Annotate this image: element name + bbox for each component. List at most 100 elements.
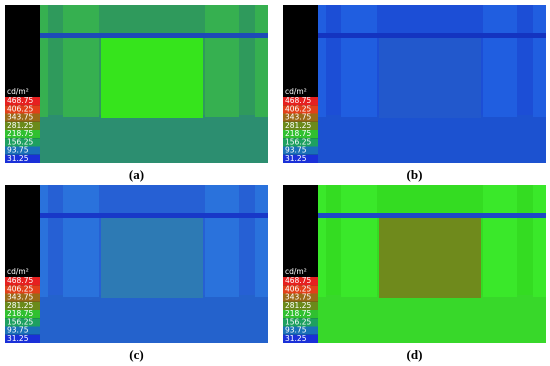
beam bbox=[318, 33, 546, 38]
panel: cd/m²468.75406.25343.75281.25218.75156.2… bbox=[283, 5, 546, 163]
legend-swatch bbox=[5, 121, 40, 130]
beam bbox=[40, 33, 268, 38]
legend-value: 406.25 bbox=[7, 284, 33, 293]
legend-value: 156.25 bbox=[7, 317, 33, 326]
panel-caption: (d) bbox=[407, 347, 423, 362]
legend-swatch bbox=[5, 285, 40, 294]
column bbox=[318, 185, 326, 297]
column bbox=[341, 185, 377, 297]
column bbox=[40, 5, 48, 117]
legend-swatch bbox=[283, 293, 318, 302]
legend-swatch bbox=[5, 138, 40, 147]
column bbox=[63, 5, 99, 117]
legend-value: 31.25 bbox=[285, 154, 307, 163]
legend-value: 468.75 bbox=[285, 276, 311, 285]
legend-swatch bbox=[5, 301, 40, 310]
legend-value: 343.75 bbox=[7, 113, 33, 122]
legend-swatch bbox=[5, 310, 40, 319]
legend-swatch bbox=[283, 310, 318, 319]
legend-swatch bbox=[283, 130, 318, 139]
floor bbox=[40, 295, 268, 343]
legend-value: 468.75 bbox=[7, 96, 33, 105]
column bbox=[255, 5, 268, 117]
legend-value: 93.75 bbox=[285, 326, 307, 335]
panel-caption: (c) bbox=[129, 347, 143, 362]
window bbox=[101, 38, 203, 118]
column bbox=[483, 5, 517, 117]
legend-value: 468.75 bbox=[285, 96, 311, 105]
legend-value: 31.25 bbox=[7, 154, 29, 163]
legend-swatch bbox=[283, 146, 318, 155]
legend-swatch bbox=[5, 277, 40, 286]
legend-value: 343.75 bbox=[285, 113, 311, 122]
column bbox=[318, 5, 326, 117]
window bbox=[101, 218, 203, 298]
window bbox=[379, 38, 481, 118]
legend-swatch bbox=[283, 113, 318, 122]
legend-swatch bbox=[5, 97, 40, 106]
legend-swatch bbox=[283, 154, 318, 163]
legend-value: 281.25 bbox=[285, 121, 311, 130]
legend-value: 31.25 bbox=[285, 334, 307, 343]
legend-swatch bbox=[5, 113, 40, 122]
legend-swatch bbox=[283, 97, 318, 106]
window bbox=[379, 218, 481, 298]
legend-unit: cd/m² bbox=[285, 267, 307, 276]
legend-swatch bbox=[5, 130, 40, 139]
column bbox=[341, 5, 377, 117]
column bbox=[205, 185, 239, 297]
legend-swatch bbox=[5, 334, 40, 343]
legend-swatch bbox=[283, 277, 318, 286]
legend-value: 93.75 bbox=[285, 146, 307, 155]
legend-value: 406.25 bbox=[7, 104, 33, 113]
legend-value: 281.25 bbox=[285, 301, 311, 310]
column bbox=[255, 185, 268, 297]
panel: cd/m²468.75406.25343.75281.25218.75156.2… bbox=[5, 5, 268, 163]
panel-caption: (a) bbox=[129, 167, 144, 182]
column bbox=[533, 185, 546, 297]
legend-value: 156.25 bbox=[285, 137, 311, 146]
legend-swatch bbox=[283, 326, 318, 335]
legend-value: 343.75 bbox=[285, 293, 311, 302]
legend-swatch bbox=[5, 318, 40, 327]
legend-swatch bbox=[5, 105, 40, 114]
column bbox=[205, 5, 239, 117]
legend-value: 406.25 bbox=[285, 104, 311, 113]
legend-unit: cd/m² bbox=[285, 87, 307, 96]
legend-value: 406.25 bbox=[285, 284, 311, 293]
legend-value: 281.25 bbox=[7, 121, 33, 130]
legend-swatch bbox=[283, 121, 318, 130]
legend-value: 343.75 bbox=[7, 293, 33, 302]
legend-swatch bbox=[283, 334, 318, 343]
legend-swatch bbox=[5, 146, 40, 155]
legend-swatch bbox=[283, 105, 318, 114]
legend-unit: cd/m² bbox=[7, 267, 29, 276]
legend-swatch bbox=[283, 318, 318, 327]
legend-value: 93.75 bbox=[7, 146, 29, 155]
legend-value: 156.25 bbox=[7, 137, 33, 146]
legend-value: 93.75 bbox=[7, 326, 29, 335]
legend-value: 218.75 bbox=[285, 129, 311, 138]
legend-swatch bbox=[283, 285, 318, 294]
floor bbox=[318, 295, 546, 343]
legend-swatch bbox=[5, 293, 40, 302]
legend-value: 468.75 bbox=[7, 276, 33, 285]
column bbox=[533, 5, 546, 117]
floor bbox=[40, 115, 268, 163]
legend-value: 156.25 bbox=[285, 317, 311, 326]
panel-caption: (b) bbox=[407, 167, 423, 182]
beam bbox=[40, 213, 268, 218]
legend-swatch bbox=[5, 154, 40, 163]
legend-swatch bbox=[283, 301, 318, 310]
legend-unit: cd/m² bbox=[7, 87, 29, 96]
legend-value: 31.25 bbox=[7, 334, 29, 343]
legend-value: 218.75 bbox=[7, 309, 33, 318]
panel: cd/m²468.75406.25343.75281.25218.75156.2… bbox=[283, 185, 546, 343]
panel: cd/m²468.75406.25343.75281.25218.75156.2… bbox=[5, 185, 268, 343]
column bbox=[40, 185, 48, 297]
legend-value: 218.75 bbox=[7, 129, 33, 138]
legend-swatch bbox=[5, 326, 40, 335]
legend-value: 281.25 bbox=[7, 301, 33, 310]
column bbox=[63, 185, 99, 297]
